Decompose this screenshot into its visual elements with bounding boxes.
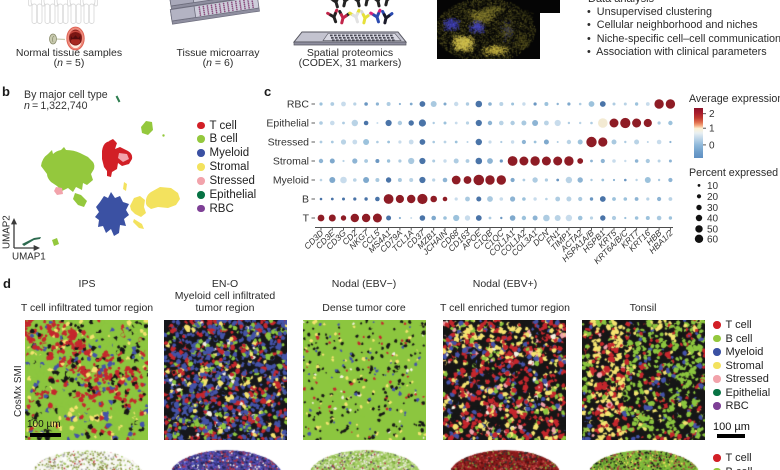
svg-text:Stressed: Stressed — [268, 137, 310, 149]
svg-text:0: 0 — [709, 140, 715, 151]
svg-text:1: 1 — [709, 124, 715, 135]
svg-text:50: 50 — [707, 224, 719, 235]
svg-text:40: 40 — [707, 214, 719, 225]
svg-text:60: 60 — [707, 234, 719, 245]
svg-text:10: 10 — [707, 181, 719, 192]
svg-text:Myeloid: Myeloid — [273, 175, 309, 187]
svg-text:Stromal: Stromal — [273, 156, 309, 168]
svg-text:UMAP1: UMAP1 — [12, 252, 46, 263]
svg-text:Epithelial: Epithelial — [266, 118, 309, 130]
svg-text:UMAP2: UMAP2 — [2, 215, 13, 249]
svg-text:30: 30 — [707, 203, 719, 214]
svg-text:20: 20 — [707, 192, 719, 203]
svg-text:B: B — [302, 194, 309, 206]
svg-text:RBC: RBC — [287, 99, 310, 111]
svg-text:T: T — [303, 213, 310, 225]
svg-text:2: 2 — [709, 109, 715, 120]
